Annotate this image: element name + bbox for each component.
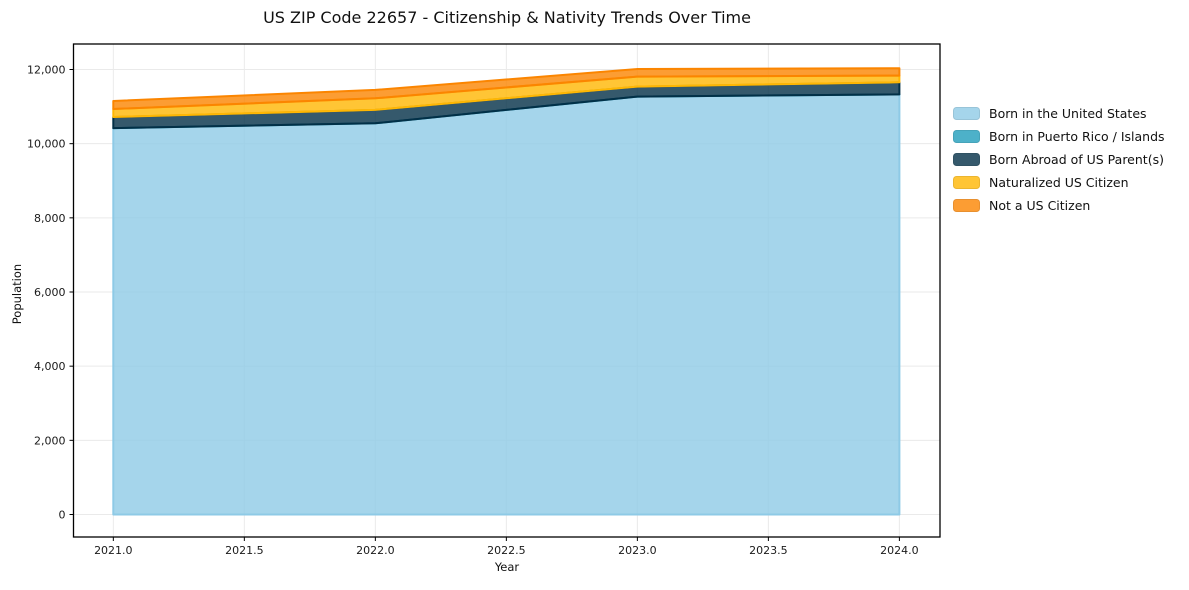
y-axis-label: Population bbox=[10, 263, 24, 325]
area-not-a-us-citizen bbox=[112, 67, 901, 110]
legend-swatch bbox=[953, 175, 980, 189]
legend-swatch bbox=[953, 198, 980, 212]
legend-swatch bbox=[953, 129, 980, 143]
legend-item-born-in-the-united-states: Born in the United States bbox=[953, 105, 1165, 121]
chart-title: US ZIP Code 22657 - Citizenship & Nativi… bbox=[263, 8, 751, 27]
x-tick-label: 2023.5 bbox=[749, 544, 788, 557]
x-tick-label: 2022.5 bbox=[487, 544, 526, 557]
legend-item-born-in-puerto-rico-islands: Born in Puerto Rico / Islands bbox=[953, 128, 1165, 144]
legend-item-not-a-us-citizen: Not a US Citizen bbox=[953, 197, 1165, 213]
x-tick-label: 2024.0 bbox=[880, 544, 919, 557]
legend-item-naturalized-us-citizen: Naturalized US Citizen bbox=[953, 174, 1165, 190]
y-tick-label: 0 bbox=[59, 508, 66, 521]
x-axis-label: Year bbox=[494, 560, 520, 574]
legend-label: Born Abroad of US Parent(s) bbox=[989, 151, 1164, 167]
legend-swatch bbox=[953, 106, 980, 120]
legend-label: Not a US Citizen bbox=[989, 197, 1091, 213]
y-tick-label: 2,000 bbox=[34, 434, 66, 447]
x-tick-label: 2021.0 bbox=[94, 544, 133, 557]
y-tick-label: 10,000 bbox=[27, 138, 66, 151]
legend-label: Naturalized US Citizen bbox=[989, 174, 1129, 190]
y-tick-label: 6,000 bbox=[34, 286, 66, 299]
x-tick-label: 2023.0 bbox=[618, 544, 657, 557]
y-tick-label: 4,000 bbox=[34, 360, 66, 373]
legend: Born in the United States Born in Puerto … bbox=[953, 105, 1165, 213]
legend-label: Born in the United States bbox=[989, 105, 1147, 121]
x-tick-label: 2021.5 bbox=[225, 544, 264, 557]
legend-label: Born in Puerto Rico / Islands bbox=[989, 128, 1165, 144]
y-tick-label: 8,000 bbox=[34, 212, 66, 225]
legend-swatch bbox=[953, 152, 980, 166]
y-tick-label: 12,000 bbox=[27, 64, 66, 77]
area-born-in-the-united-states bbox=[112, 93, 901, 516]
x-tick-label: 2022.0 bbox=[356, 544, 395, 557]
legend-item-born-abroad-of-us-parent-s: Born Abroad of US Parent(s) bbox=[953, 151, 1165, 167]
